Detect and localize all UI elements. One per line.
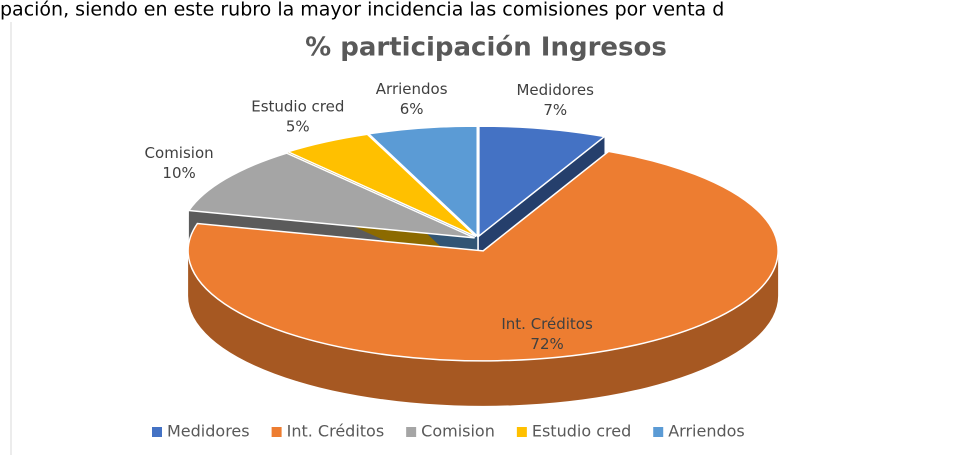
data-label-name: Medidores xyxy=(516,81,594,99)
legend-label: Medidores xyxy=(167,422,250,441)
data-label-value: 10% xyxy=(162,164,195,182)
data-label-value: 7% xyxy=(543,101,567,119)
data-label-name: Arriendos xyxy=(376,80,448,98)
data-label-value: 6% xyxy=(400,100,424,118)
legend-swatch xyxy=(406,427,417,437)
legend-swatch xyxy=(653,427,664,437)
legend: Medidores Int. Créditos Comision Estudio cr… xyxy=(152,422,745,441)
pie-slice xyxy=(285,133,477,238)
pie-slice xyxy=(478,125,607,238)
legend-swatch xyxy=(516,427,527,437)
pie-side xyxy=(188,250,779,406)
data-label-name: Estudio cred xyxy=(251,97,344,115)
pie-tops xyxy=(187,125,779,362)
pie-slice xyxy=(187,150,779,362)
data-label-name: Int. Créditos xyxy=(501,315,593,333)
caption: pación, siendo en este rubro la mayor in… xyxy=(0,0,724,21)
legend-swatch xyxy=(271,427,282,437)
legend-swatch xyxy=(152,427,162,437)
legend-label: Comision xyxy=(421,422,495,441)
data-label-value: 72% xyxy=(530,335,563,353)
legend-label: Arriendos xyxy=(668,422,745,441)
legend-label: Int. Créditos xyxy=(287,422,385,441)
data-label-value: 5% xyxy=(286,117,310,135)
pie-slice xyxy=(187,152,475,239)
data-label-name: Comision xyxy=(145,144,214,162)
legend-label: Estudio cred xyxy=(532,422,631,441)
chart-title: % participación Ingresos xyxy=(305,33,667,63)
pie-slice xyxy=(367,125,478,238)
data-labels: Medidores 7% Int. Créditos 72% Comision 10% Es… xyxy=(145,80,595,353)
